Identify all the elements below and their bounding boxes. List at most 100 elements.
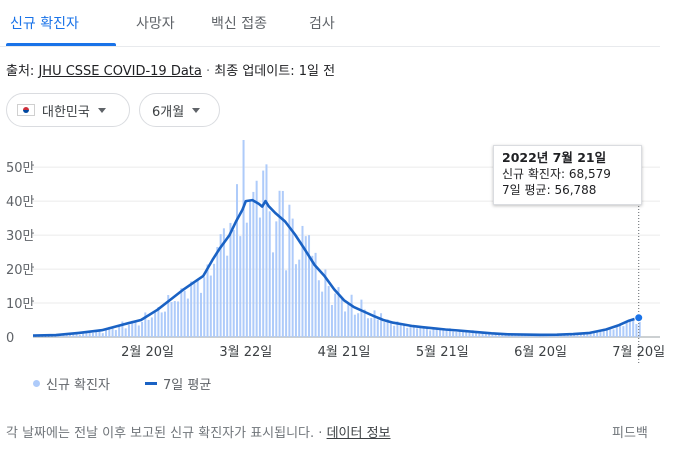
case-bar <box>615 325 618 337</box>
seven-day-average-line <box>32 198 640 337</box>
case-bar <box>98 329 101 337</box>
case-bar <box>481 332 484 337</box>
case-bar <box>180 288 183 337</box>
tab-deaths[interactable]: 사망자 <box>136 16 175 32</box>
case-bar <box>304 236 307 337</box>
tab-tests[interactable]: 검사 <box>309 16 335 32</box>
case-bar <box>206 264 209 337</box>
case-bar <box>308 235 311 337</box>
case-bar <box>478 333 481 337</box>
y-tick-label: 10만 <box>6 297 35 312</box>
range-dropdown[interactable]: 6개월 <box>139 93 220 127</box>
x-tick-label: 2월 20일 <box>121 345 174 360</box>
case-bar <box>72 332 75 337</box>
case-bar <box>586 333 589 337</box>
case-bar <box>501 334 504 337</box>
y-tick-label: 0 <box>6 331 14 346</box>
tooltip-cases-label: 신규 확진자: <box>502 167 566 181</box>
case-bar <box>389 323 392 337</box>
active-tab-indicator <box>6 43 116 46</box>
case-bar <box>465 331 468 337</box>
case-bar <box>163 311 166 337</box>
footer-note: 각 날짜에는 전날 이후 보고된 신규 확진자가 표시됩니다. · 데이터 정보 <box>6 422 391 441</box>
case-bar <box>360 299 363 337</box>
case-bar <box>353 314 356 337</box>
case-bar <box>491 334 494 337</box>
case-bars <box>33 140 641 337</box>
case-bar <box>265 164 268 337</box>
case-bar <box>445 330 448 337</box>
case-bar <box>432 329 435 337</box>
hover-marker <box>634 158 644 365</box>
case-bar <box>422 327 425 337</box>
case-bar <box>186 298 189 337</box>
y-tick-label: 40만 <box>6 195 35 210</box>
footer-text: 각 날짜에는 전날 이후 보고된 신규 확진자가 표시됩니다. <box>6 426 315 441</box>
case-bar <box>144 312 147 337</box>
case-bar <box>301 225 304 337</box>
source-prefix: 출처: <box>6 64 35 79</box>
tab-vaccinations[interactable]: 백신 접종 <box>211 16 267 32</box>
case-bar <box>285 270 288 337</box>
case-bar <box>350 294 353 337</box>
case-bar <box>409 325 412 337</box>
case-bar <box>419 326 422 337</box>
case-bar <box>91 332 94 337</box>
case-bar <box>258 217 261 337</box>
case-bar <box>75 333 78 337</box>
case-bar <box>291 218 294 337</box>
case-bar <box>78 334 81 337</box>
case-bar <box>82 331 85 337</box>
data-info-link[interactable]: 데이터 정보 <box>326 426 391 441</box>
last-updated: 최종 업데이트: 1일 전 <box>214 64 336 79</box>
source-line: 출처: JHU CSSE COVID-19 Data · 최종 업데이트: 1일… <box>6 60 335 79</box>
feedback-link[interactable]: 피드백 <box>612 426 648 441</box>
case-bar <box>330 304 333 337</box>
x-tick-label: 7월 20일 <box>612 345 665 360</box>
cases-chart[interactable]: 0 10만 20만 30만 40만 50만 2월 20일 3월 22일 4월 21일 5월 21… <box>0 140 685 365</box>
case-bar <box>334 293 337 337</box>
region-label: 대한민국 <box>42 104 90 120</box>
case-bar <box>131 320 134 337</box>
case-bar <box>255 180 258 337</box>
legend-average: 7일 평균 <box>145 374 211 393</box>
case-bar <box>239 236 242 337</box>
case-bar <box>157 307 160 337</box>
case-bar <box>635 323 638 337</box>
case-bar <box>124 328 127 337</box>
case-bar <box>514 335 517 337</box>
case-bar <box>337 287 340 337</box>
region-dropdown[interactable]: 대한민국 <box>6 93 130 127</box>
legend-average-label: 7일 평균 <box>163 378 212 393</box>
x-tick-label: 6월 20일 <box>514 345 567 360</box>
tooltip-average-label: 7일 평균: <box>502 183 551 197</box>
case-bar <box>262 170 265 337</box>
y-tick-label: 50만 <box>6 161 35 176</box>
case-bar <box>455 331 458 337</box>
tab-new-cases[interactable]: 신규 확진자 <box>10 16 79 32</box>
x-tick-label: 5월 21일 <box>416 345 469 360</box>
source-link[interactable]: JHU CSSE COVID-19 Data <box>38 64 202 79</box>
case-bar <box>402 325 405 337</box>
tooltip-cases-value: 68,579 <box>568 167 611 181</box>
case-bar <box>573 334 576 337</box>
case-bar <box>609 329 612 337</box>
case-bar <box>347 303 350 337</box>
case-bar <box>85 331 88 337</box>
case-bar <box>324 269 327 337</box>
case-bar <box>294 264 297 337</box>
case-bar <box>599 332 602 337</box>
tooltip-date: 2022년 7월 21일 <box>502 150 607 165</box>
case-bar <box>190 281 193 337</box>
case-bar <box>537 335 540 337</box>
case-bar <box>628 321 631 337</box>
case-bar <box>497 333 500 337</box>
tab-bar: 신규 확진자 사망자 백신 접종 검사 <box>0 0 660 47</box>
legend-cases: 신규 확진자 <box>33 374 110 393</box>
case-bar <box>452 331 455 337</box>
case-bar <box>111 328 114 337</box>
case-bar <box>619 324 622 337</box>
case-bar <box>425 326 428 337</box>
case-bar <box>399 324 402 337</box>
case-bar <box>589 333 592 337</box>
